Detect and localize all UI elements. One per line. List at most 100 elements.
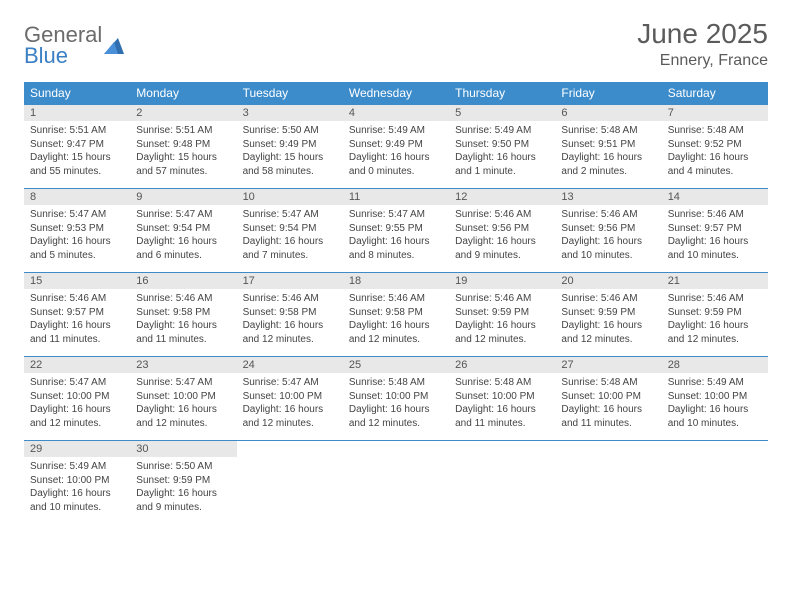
day-number: 14 [662,189,768,205]
daylight-line: Daylight: 16 hours and 4 minutes. [668,151,762,178]
day-number: 19 [449,273,555,289]
sunrise-line: Sunrise: 5:46 AM [243,292,337,306]
day-number: 3 [237,105,343,121]
weekday-header: Wednesday [343,82,449,105]
calendar-cell: 15Sunrise: 5:46 AMSunset: 9:57 PMDayligh… [24,273,130,357]
day-body: Sunrise: 5:48 AMSunset: 9:51 PMDaylight:… [555,121,661,182]
day-body: Sunrise: 5:46 AMSunset: 9:58 PMDaylight:… [130,289,236,350]
calendar-row: 15Sunrise: 5:46 AMSunset: 9:57 PMDayligh… [24,273,768,357]
sunset-line: Sunset: 9:55 PM [349,222,443,236]
weekday-header: Tuesday [237,82,343,105]
calendar-cell [449,441,555,525]
day-number: 27 [555,357,661,373]
page-header: General Blue June 2025 Ennery, France [24,18,768,70]
day-body: Sunrise: 5:46 AMSunset: 9:58 PMDaylight:… [343,289,449,350]
day-body: Sunrise: 5:48 AMSunset: 10:00 PMDaylight… [343,373,449,434]
sunrise-line: Sunrise: 5:48 AM [349,376,443,390]
weekday-header: Monday [130,82,236,105]
calendar-header-row: SundayMondayTuesdayWednesdayThursdayFrid… [24,82,768,105]
calendar-cell: 9Sunrise: 5:47 AMSunset: 9:54 PMDaylight… [130,189,236,273]
daylight-line: Daylight: 16 hours and 12 minutes. [561,319,655,346]
sunrise-line: Sunrise: 5:49 AM [668,376,762,390]
sunrise-line: Sunrise: 5:47 AM [30,376,124,390]
daylight-line: Daylight: 16 hours and 1 minute. [455,151,549,178]
sunset-line: Sunset: 9:47 PM [30,138,124,152]
calendar-cell: 4Sunrise: 5:49 AMSunset: 9:49 PMDaylight… [343,105,449,189]
sunrise-line: Sunrise: 5:46 AM [455,208,549,222]
sunrise-line: Sunrise: 5:48 AM [668,124,762,138]
daylight-line: Daylight: 16 hours and 12 minutes. [455,319,549,346]
sunrise-line: Sunrise: 5:50 AM [243,124,337,138]
calendar-cell: 12Sunrise: 5:46 AMSunset: 9:56 PMDayligh… [449,189,555,273]
calendar-cell: 23Sunrise: 5:47 AMSunset: 10:00 PMDaylig… [130,357,236,441]
day-number: 22 [24,357,130,373]
sunset-line: Sunset: 9:49 PM [349,138,443,152]
calendar-cell: 13Sunrise: 5:46 AMSunset: 9:56 PMDayligh… [555,189,661,273]
day-number: 29 [24,441,130,457]
calendar-cell [343,441,449,525]
daylight-line: Daylight: 16 hours and 12 minutes. [243,403,337,430]
calendar-body: 1Sunrise: 5:51 AMSunset: 9:47 PMDaylight… [24,105,768,525]
sunrise-line: Sunrise: 5:46 AM [561,208,655,222]
day-number: 9 [130,189,236,205]
day-body: Sunrise: 5:46 AMSunset: 9:59 PMDaylight:… [555,289,661,350]
day-number: 7 [662,105,768,121]
daylight-line: Daylight: 16 hours and 12 minutes. [30,403,124,430]
day-body: Sunrise: 5:49 AMSunset: 10:00 PMDaylight… [24,457,130,518]
sunrise-line: Sunrise: 5:48 AM [561,124,655,138]
sunset-line: Sunset: 9:54 PM [243,222,337,236]
daylight-line: Daylight: 16 hours and 9 minutes. [136,487,230,514]
day-number: 4 [343,105,449,121]
day-number: 1 [24,105,130,121]
calendar-cell: 2Sunrise: 5:51 AMSunset: 9:48 PMDaylight… [130,105,236,189]
sunrise-line: Sunrise: 5:46 AM [668,208,762,222]
day-number: 28 [662,357,768,373]
day-body: Sunrise: 5:51 AMSunset: 9:47 PMDaylight:… [24,121,130,182]
calendar-cell [662,441,768,525]
sunset-line: Sunset: 9:58 PM [136,306,230,320]
daylight-line: Daylight: 16 hours and 6 minutes. [136,235,230,262]
calendar-cell: 19Sunrise: 5:46 AMSunset: 9:59 PMDayligh… [449,273,555,357]
sunrise-line: Sunrise: 5:47 AM [243,376,337,390]
daylight-line: Daylight: 15 hours and 57 minutes. [136,151,230,178]
sunrise-line: Sunrise: 5:49 AM [30,460,124,474]
day-body: Sunrise: 5:51 AMSunset: 9:48 PMDaylight:… [130,121,236,182]
calendar-cell: 5Sunrise: 5:49 AMSunset: 9:50 PMDaylight… [449,105,555,189]
calendar-cell: 27Sunrise: 5:48 AMSunset: 10:00 PMDaylig… [555,357,661,441]
day-number: 11 [343,189,449,205]
sunset-line: Sunset: 10:00 PM [243,390,337,404]
logo-mark-icon [104,38,124,54]
sunrise-line: Sunrise: 5:49 AM [349,124,443,138]
sunrise-line: Sunrise: 5:48 AM [561,376,655,390]
sunrise-line: Sunrise: 5:46 AM [455,292,549,306]
day-body: Sunrise: 5:47 AMSunset: 9:54 PMDaylight:… [237,205,343,266]
day-body: Sunrise: 5:48 AMSunset: 9:52 PMDaylight:… [662,121,768,182]
daylight-line: Daylight: 16 hours and 10 minutes. [668,403,762,430]
calendar-table: SundayMondayTuesdayWednesdayThursdayFrid… [24,82,768,525]
calendar-row: 8Sunrise: 5:47 AMSunset: 9:53 PMDaylight… [24,189,768,273]
sunset-line: Sunset: 9:49 PM [243,138,337,152]
sunset-line: Sunset: 9:53 PM [30,222,124,236]
calendar-cell: 3Sunrise: 5:50 AMSunset: 9:49 PMDaylight… [237,105,343,189]
day-body: Sunrise: 5:46 AMSunset: 9:57 PMDaylight:… [24,289,130,350]
day-body: Sunrise: 5:46 AMSunset: 9:58 PMDaylight:… [237,289,343,350]
daylight-line: Daylight: 16 hours and 10 minutes. [561,235,655,262]
day-number: 6 [555,105,661,121]
weekday-header: Sunday [24,82,130,105]
sunrise-line: Sunrise: 5:48 AM [455,376,549,390]
sunset-line: Sunset: 9:59 PM [668,306,762,320]
daylight-line: Daylight: 16 hours and 12 minutes. [136,403,230,430]
sunset-line: Sunset: 10:00 PM [349,390,443,404]
day-number: 15 [24,273,130,289]
sunset-line: Sunset: 9:59 PM [136,474,230,488]
weekday-header: Thursday [449,82,555,105]
sunset-line: Sunset: 9:56 PM [561,222,655,236]
day-body: Sunrise: 5:47 AMSunset: 9:54 PMDaylight:… [130,205,236,266]
day-number: 10 [237,189,343,205]
daylight-line: Daylight: 16 hours and 11 minutes. [455,403,549,430]
sunset-line: Sunset: 9:56 PM [455,222,549,236]
day-number: 20 [555,273,661,289]
calendar-cell: 20Sunrise: 5:46 AMSunset: 9:59 PMDayligh… [555,273,661,357]
sunset-line: Sunset: 9:52 PM [668,138,762,152]
sunrise-line: Sunrise: 5:51 AM [136,124,230,138]
